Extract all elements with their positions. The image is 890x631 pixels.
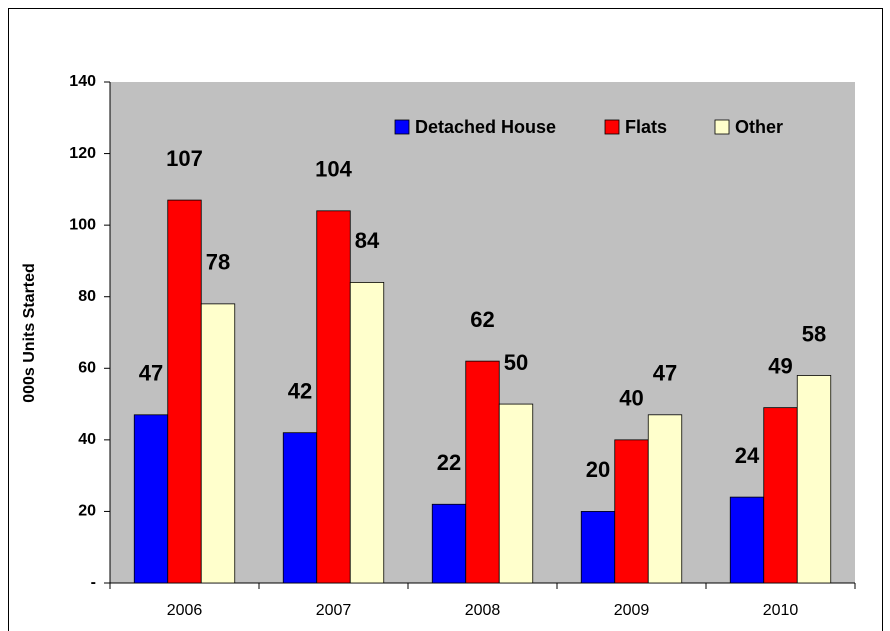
x-tick-label: 2009 bbox=[614, 602, 650, 619]
legend-label: Flats bbox=[625, 117, 667, 137]
x-tick-label: 2010 bbox=[763, 602, 799, 619]
value-label: 84 bbox=[355, 228, 380, 253]
bar bbox=[282, 432, 318, 584]
x-tick-label: 2006 bbox=[167, 602, 203, 619]
bar bbox=[763, 407, 798, 584]
bar bbox=[796, 375, 832, 584]
bar bbox=[580, 511, 616, 584]
y-axis-title: 000s Units Started bbox=[21, 263, 38, 403]
legend-swatch bbox=[604, 119, 620, 135]
x-tick-label: 2007 bbox=[316, 602, 352, 619]
bar bbox=[498, 403, 534, 584]
value-label: 104 bbox=[315, 157, 352, 182]
value-label: 47 bbox=[653, 361, 677, 386]
bar bbox=[349, 281, 385, 584]
value-label: 40 bbox=[619, 386, 643, 411]
y-tick-label: 140 bbox=[69, 73, 96, 90]
bar bbox=[465, 360, 500, 584]
value-label: 20 bbox=[586, 457, 610, 482]
y-tick-label: 60 bbox=[78, 360, 96, 377]
legend-label: Detached House bbox=[415, 117, 556, 137]
value-label: 58 bbox=[802, 321, 826, 346]
bar bbox=[647, 414, 683, 584]
legend-swatch bbox=[394, 119, 410, 135]
value-label: 50 bbox=[504, 350, 528, 375]
bar bbox=[729, 496, 765, 584]
value-label: 42 bbox=[288, 379, 312, 404]
bar bbox=[167, 199, 202, 584]
bar bbox=[200, 303, 236, 584]
y-tick-label: - bbox=[91, 574, 96, 591]
bar bbox=[316, 210, 351, 584]
value-label: 49 bbox=[768, 353, 792, 378]
y-tick-label: 100 bbox=[69, 216, 96, 233]
y-tick-label: 20 bbox=[78, 503, 96, 520]
value-label: 47 bbox=[139, 361, 163, 386]
y-tick-label: 80 bbox=[78, 288, 96, 305]
value-label: 22 bbox=[437, 450, 461, 475]
value-label: 107 bbox=[166, 146, 203, 171]
legend-swatch bbox=[714, 119, 730, 135]
value-label: 78 bbox=[206, 250, 230, 275]
bar bbox=[431, 503, 467, 584]
x-tick-label: 2008 bbox=[465, 602, 501, 619]
legend-label: Other bbox=[735, 117, 783, 137]
y-tick-label: 120 bbox=[69, 145, 96, 162]
bar bbox=[614, 439, 649, 584]
value-label: 24 bbox=[735, 443, 760, 468]
y-tick-label: 40 bbox=[78, 431, 96, 448]
bar bbox=[133, 414, 169, 584]
value-label: 62 bbox=[470, 307, 494, 332]
